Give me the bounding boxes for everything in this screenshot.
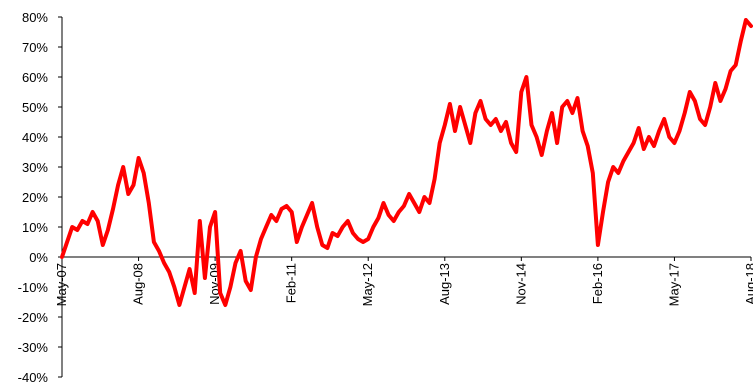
y-tick-label: -30% [18,340,49,355]
x-tick-label: Nov-14 [513,263,528,305]
x-tick-label: May-07 [54,263,69,306]
y-tick-label: -40% [18,370,49,384]
x-tick-label: Feb-11 [284,263,299,303]
x-tick-label: May-12 [360,263,375,306]
y-tick-label: 60% [22,70,48,85]
x-tick-label: Feb-16 [590,263,605,304]
x-tick-label: Aug-13 [437,263,452,305]
y-axis-ticks: 80% 70% 60% 50% 40% 30% 20% 10% 0% -10% -20% -30% -4… [18,10,62,384]
y-tick-label: 10% [22,220,48,235]
series-line [60,18,753,307]
y-tick-label: -10% [18,280,49,295]
y-tick-label: 70% [22,40,48,55]
x-tick-label: Aug-08 [131,263,146,305]
y-tick-label: 0% [29,250,48,265]
y-tick-label: 80% [22,10,48,25]
x-tick-label: Aug-18 [743,263,753,305]
y-tick-label: 30% [22,160,48,175]
x-tick-label: May-17 [666,263,681,306]
y-tick-label: 40% [22,130,48,145]
y-tick-label: -20% [18,310,49,325]
x-axis-ticks: May-07 Aug-08 Nov-09 Feb-11 May-12 Aug-13 Nov-… [54,257,753,306]
y-tick-label: 20% [22,190,48,205]
y-tick-label: 50% [22,100,48,115]
